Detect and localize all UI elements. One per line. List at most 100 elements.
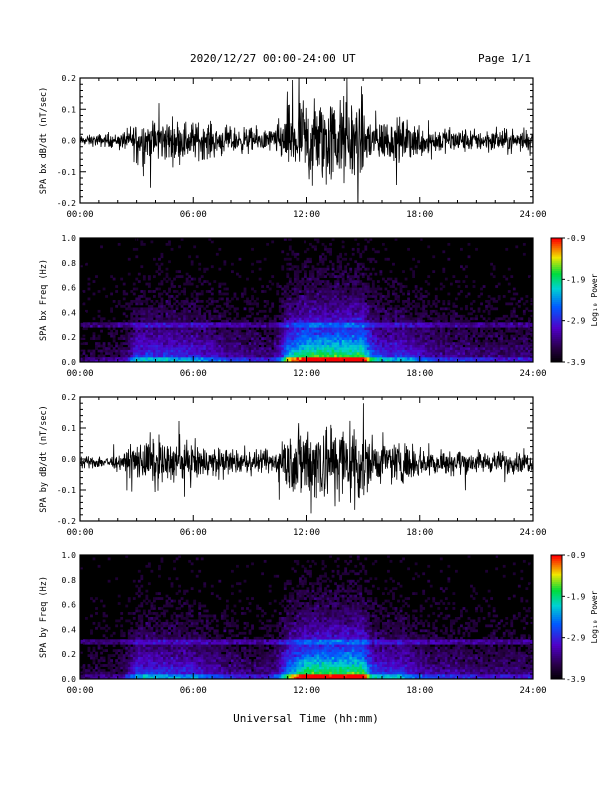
heatmap-cell [371,302,375,306]
x-tick-label: 12:00 [293,369,320,379]
heatmap-cell [80,357,83,360]
heatmap-cell [480,347,483,350]
heatmap-cell [316,344,320,348]
heatmap-cell [198,317,202,321]
heatmap-cell [517,322,521,326]
heatmap-cell [90,671,93,675]
heatmap-cell [170,304,174,308]
heatmap-cell [482,324,486,328]
heatmap-cell [301,267,305,271]
heatmap-cell [366,359,370,363]
heatmap-cell [309,260,312,264]
heatmap-cell [87,676,91,680]
heatmap-cell [309,357,312,360]
heatmap-cell [507,329,511,333]
heatmap-cell [215,349,219,353]
heatmap-cell [278,300,282,303]
heatmap-cell [163,317,166,321]
heatmap-cell [356,267,360,271]
heatmap-cell [158,352,161,355]
heatmap-cell [231,342,234,345]
heatmap-cell [341,282,345,286]
heatmap-cell [462,327,466,331]
heatmap-cell [314,287,317,291]
heatmap-cell [329,252,332,256]
heatmap-cell [460,359,463,363]
heatmap-cell [467,344,471,348]
heatmap-cell [283,302,287,306]
heatmap-cell [301,347,305,350]
heatmap-cell [371,327,375,331]
heatmap-cell [127,357,131,360]
heatmap-cell [152,327,156,331]
heatmap-cell [140,352,144,355]
heatmap-cell [283,359,287,363]
heatmap-cell [326,304,330,308]
heatmap-cell [334,300,337,303]
heatmap-cell [384,314,388,318]
heatmap-cell [349,280,353,283]
heatmap-cell [356,302,360,306]
heatmap-cell [145,339,149,343]
heatmap-cell [117,300,121,303]
heatmap-cell [183,292,186,296]
heatmap-cell [253,290,257,293]
heatmap-cell [198,349,202,353]
heatmap-cell [160,339,164,343]
heatmap-cell [321,292,325,296]
heatmap-cell [147,334,151,338]
heatmap-cell [85,359,88,363]
heatmap-cell [100,664,103,667]
heatmap-cell [314,352,317,355]
heatmap-cell [293,312,297,316]
heatmap-cell [412,329,416,333]
heatmap-cell [384,312,388,316]
heatmap-cell [351,275,355,278]
heatmap-cell [288,262,292,266]
heatmap-cell [296,332,300,336]
heatmap-cell [296,265,300,269]
heatmap-cell [490,322,494,326]
heatmap-cell [344,282,348,286]
heatmap-cell [100,322,103,326]
heatmap-cell [293,337,297,340]
heatmap-cell [344,304,348,308]
heatmap-cell [273,334,277,338]
heatmap-cell [205,352,209,355]
heatmap-cell [336,300,340,303]
heatmap-cell [150,300,154,303]
heatmap-cell [178,312,181,316]
heatmap-cell [268,329,272,333]
heatmap-cell [359,309,363,313]
heatmap-cell [361,354,365,358]
heatmap-cell [137,297,141,301]
heatmap-cell [198,304,202,308]
heatmap-cell [525,327,529,331]
heatmap-cell [364,354,368,358]
heatmap-cell [387,339,390,343]
heatmap-cell [321,297,325,301]
heatmap-cell [495,300,499,303]
heatmap-cell [344,334,348,338]
heatmap-cell [364,342,368,345]
heatmap-cell [90,614,93,618]
heatmap-cell [178,359,181,363]
heatmap-cell [444,342,448,345]
colorbar-swatch [551,287,562,291]
heatmap-cell [412,300,416,303]
heatmap-cell [112,357,116,360]
heatmap-cell [303,347,307,350]
heatmap-cell [371,267,375,271]
heatmap-cell [452,304,456,308]
heatmap-cell [85,674,88,677]
heatmap-cell [382,352,385,355]
heatmap-cell [361,332,365,336]
y-tick-label: 0.0 [62,137,77,146]
heatmap-cell [404,359,408,363]
heatmap-cell [460,344,463,348]
heatmap-cell [283,307,287,311]
heatmap-cell [331,349,335,353]
heatmap-cell [465,295,468,298]
heatmap-cell [432,347,436,350]
heatmap-cell [497,354,501,358]
